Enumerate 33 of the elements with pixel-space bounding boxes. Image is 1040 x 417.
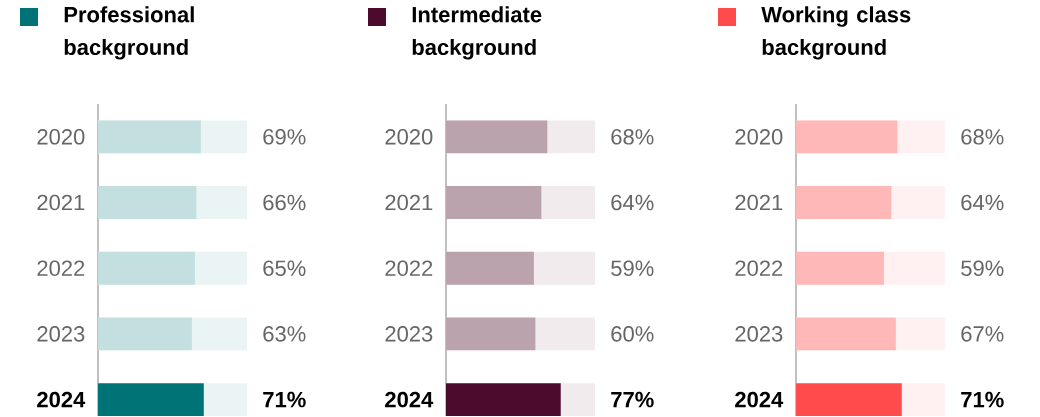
data-label: 77% (611, 391, 654, 408)
data-label: 64% (961, 194, 1004, 211)
y-tick-label: 2020 (385, 129, 433, 145)
data-label: 69% (263, 129, 306, 145)
data-label: 59% (961, 260, 1004, 276)
y-tick-label: 2023 (37, 326, 85, 342)
y-tick-label: 2024 (735, 391, 784, 408)
chart-title: Working class background (761, 6, 911, 60)
y-tick-label: 2023 (735, 326, 783, 342)
y-tick-label: 2021 (37, 194, 85, 211)
y-tick-label: 2022 (735, 260, 783, 276)
chart-title: Professional background (64, 6, 194, 60)
y-tick-label: 2024 (37, 391, 86, 408)
data-label: 68% (611, 129, 654, 145)
data-label: 60% (611, 326, 654, 342)
data-label: 64% (611, 194, 654, 211)
y-tick-label: 2020 (735, 129, 783, 145)
data-label: 67% (961, 326, 1004, 342)
y-tick-label: 2023 (385, 326, 433, 342)
data-label: 65% (263, 260, 306, 276)
data-label: 59% (611, 260, 654, 276)
y-tick-label: 2022 (37, 260, 85, 276)
data-label: 68% (961, 129, 1004, 145)
data-label: 63% (263, 326, 306, 342)
data-label: 71% (961, 391, 1004, 408)
y-tick-label: 2024 (385, 391, 434, 408)
data-label: 71% (263, 391, 306, 408)
chart-title: Intermediate background (412, 6, 542, 60)
y-tick-label: 2022 (385, 260, 433, 276)
y-tick-label: 2021 (735, 194, 783, 211)
y-tick-label: 2020 (37, 129, 85, 145)
y-tick-label: 2021 (385, 194, 433, 211)
data-label: 66% (263, 194, 306, 211)
